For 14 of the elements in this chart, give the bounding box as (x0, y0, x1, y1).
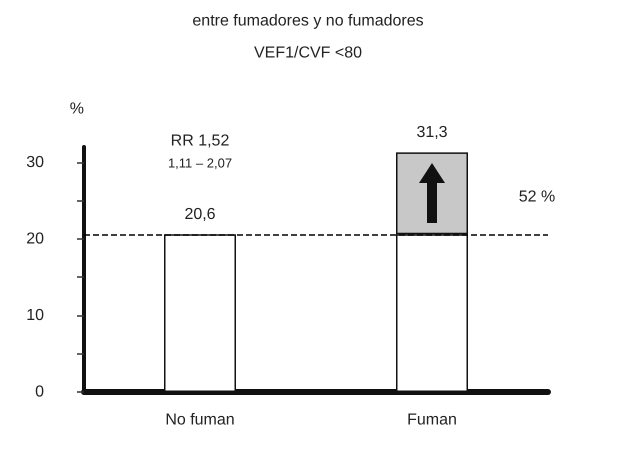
chart-title: entre fumadores y no fumadores (192, 12, 424, 30)
annotation: 1,11 – 2,07 (168, 156, 232, 170)
y-tick-label: 0 (35, 384, 44, 400)
annotation: RR 1,52 (170, 132, 230, 150)
annotation: 52 % (518, 188, 556, 206)
y-tick-label: 30 (26, 154, 44, 171)
total-label: 31,3 (416, 124, 448, 141)
y-tick-label: 20 (26, 230, 44, 248)
x-tick-label: Fuman (407, 412, 457, 428)
chart-subtitle: VEF1/CVF <80 (254, 44, 362, 62)
y-axis-title: % (70, 100, 84, 118)
y-tick-label: 10 (26, 306, 44, 324)
x-tick-label: No fuman (165, 412, 235, 428)
data-label: 20,6 (184, 206, 216, 223)
